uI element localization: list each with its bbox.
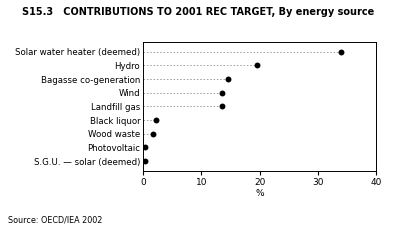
Point [142,146,148,149]
Point [218,91,225,95]
Point [150,132,156,136]
Point [224,77,231,81]
Point [218,105,225,108]
Point [338,50,345,54]
X-axis label: %: % [255,189,264,198]
Point [152,118,159,122]
Point [141,159,148,163]
Text: Source: OECD/IEA 2002: Source: OECD/IEA 2002 [8,216,102,225]
Text: S15.3   CONTRIBUTIONS TO 2001 REC TARGET, By energy source: S15.3 CONTRIBUTIONS TO 2001 REC TARGET, … [22,7,375,17]
Point [254,64,260,67]
